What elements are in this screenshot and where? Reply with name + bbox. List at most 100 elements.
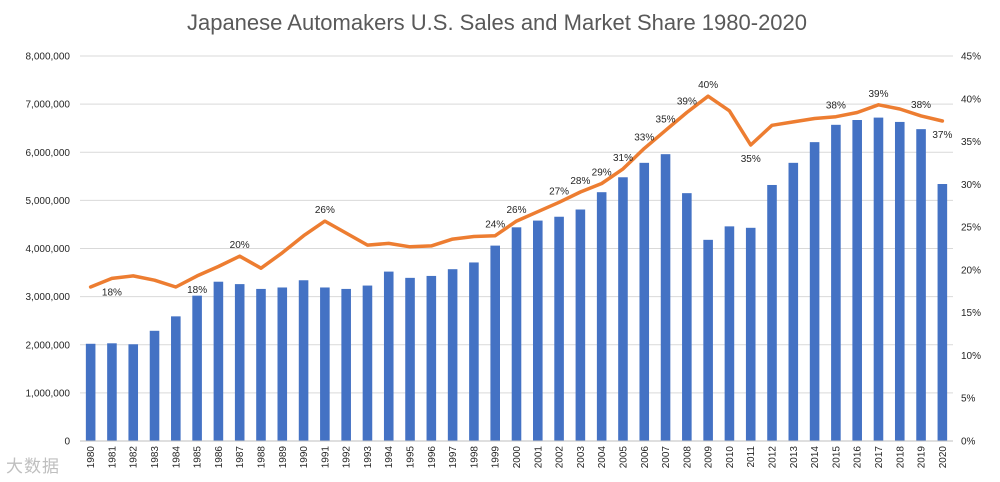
y-right-tick-label: 45% bbox=[961, 52, 981, 63]
share-data-label: 26% bbox=[506, 205, 526, 216]
x-tick-label: 1986 bbox=[214, 446, 225, 469]
y-left-tick-label: 6,000,000 bbox=[26, 148, 71, 159]
sales-bar bbox=[128, 344, 139, 441]
y-left-tick-label: 3,000,000 bbox=[26, 292, 71, 303]
x-tick-label: 1984 bbox=[171, 446, 182, 469]
x-tick-label: 2006 bbox=[640, 446, 651, 469]
x-tick-label: 2010 bbox=[725, 446, 736, 469]
share-data-label: 18% bbox=[187, 285, 207, 296]
sales-bar bbox=[916, 129, 926, 441]
y-right-tick-label: 15% bbox=[961, 308, 981, 319]
share-data-label: 38% bbox=[911, 100, 931, 111]
x-tick-label: 2008 bbox=[682, 446, 693, 469]
sales-bar bbox=[426, 275, 437, 441]
sales-bar bbox=[788, 162, 799, 441]
sales-bars bbox=[85, 117, 948, 442]
sales-bar bbox=[596, 192, 607, 441]
sales-bar bbox=[213, 281, 224, 441]
share-data-label: 28% bbox=[570, 176, 590, 187]
x-tick-label: 2015 bbox=[831, 446, 842, 469]
y-right-tick-label: 40% bbox=[961, 94, 981, 105]
x-tick-label: 1983 bbox=[150, 446, 161, 469]
sales-bar bbox=[724, 226, 735, 441]
x-tick-label: 2009 bbox=[704, 446, 715, 469]
x-tick-label: 2018 bbox=[895, 446, 906, 469]
sales-bar bbox=[405, 277, 415, 441]
x-tick-label: 1990 bbox=[299, 446, 310, 469]
sales-bar bbox=[767, 184, 777, 441]
x-tick-label: 1981 bbox=[107, 446, 118, 469]
x-tick-label: 2001 bbox=[533, 446, 544, 469]
y-left-tick-label: 4,000,000 bbox=[26, 244, 71, 255]
sales-bar bbox=[894, 121, 905, 442]
x-tick-label: 1993 bbox=[363, 446, 374, 469]
share-data-label: 27% bbox=[549, 186, 569, 197]
x-tick-label: 1988 bbox=[256, 446, 267, 469]
sales-bar bbox=[660, 154, 671, 442]
sales-bar bbox=[447, 269, 458, 441]
y-left-tick-label: 8,000,000 bbox=[26, 52, 71, 63]
sales-bar bbox=[852, 120, 862, 441]
sales-bar bbox=[554, 216, 564, 441]
axes: 0 1,000,000 2,000,000 3,000,000 4,000,000 5,0… bbox=[26, 52, 982, 469]
x-tick-label: 2005 bbox=[618, 446, 629, 469]
sales-bar bbox=[469, 262, 479, 441]
x-tick-label: 1992 bbox=[342, 446, 353, 469]
sales-bar bbox=[703, 239, 713, 441]
sales-bar bbox=[639, 162, 650, 441]
share-data-label: 24% bbox=[485, 220, 505, 231]
sales-bar bbox=[171, 316, 181, 441]
share-data-label: 38% bbox=[826, 101, 846, 112]
sales-bar bbox=[192, 295, 202, 441]
share-data-label: 40% bbox=[698, 80, 718, 91]
y-left-tick-label: 5,000,000 bbox=[26, 196, 71, 207]
sales-bar bbox=[362, 285, 373, 441]
share-data-label: 20% bbox=[230, 240, 250, 251]
y-right-tick-label: 35% bbox=[961, 137, 981, 148]
sales-bar bbox=[149, 330, 160, 441]
x-tick-label: 2002 bbox=[555, 446, 566, 469]
x-tick-label: 1980 bbox=[86, 446, 97, 469]
y-left-tick-label: 0 bbox=[64, 437, 70, 448]
x-tick-label: 2003 bbox=[576, 446, 587, 469]
share-data-label: 18% bbox=[102, 287, 122, 298]
share-data-label: 37% bbox=[932, 130, 952, 141]
sales-bar bbox=[745, 227, 756, 441]
x-tick-label: 1985 bbox=[193, 446, 204, 469]
x-tick-label: 1982 bbox=[129, 446, 140, 469]
data-labels: 18% 18%20%26%24%26%27%28%29%31%33%35%39%4… bbox=[102, 80, 953, 298]
share-data-label: 29% bbox=[592, 167, 612, 178]
sales-bar bbox=[85, 343, 96, 441]
y-right-tick-label: 0% bbox=[961, 437, 976, 448]
share-data-label: 33% bbox=[634, 132, 654, 143]
sales-bar bbox=[383, 271, 394, 441]
x-tick-label: 2020 bbox=[938, 446, 949, 469]
sales-bar bbox=[618, 177, 628, 441]
market-share-line-path bbox=[88, 94, 945, 289]
share-data-label: 26% bbox=[315, 205, 335, 216]
sales-bar bbox=[234, 284, 245, 441]
share-data-label: 39% bbox=[677, 96, 697, 107]
x-tick-label: 2016 bbox=[853, 446, 864, 469]
x-tick-label: 2007 bbox=[661, 446, 672, 469]
x-tick-label: 2012 bbox=[768, 446, 779, 469]
y-left-tick-label: 7,000,000 bbox=[26, 100, 71, 111]
x-tick-label: 1991 bbox=[320, 446, 331, 469]
y-right-tick-label: 30% bbox=[961, 180, 981, 191]
x-tick-label: 2011 bbox=[746, 446, 757, 468]
y-right-tick-label: 25% bbox=[961, 223, 981, 234]
sales-bar bbox=[107, 343, 117, 441]
sales-bar bbox=[937, 184, 948, 441]
y-right-tick-label: 10% bbox=[961, 351, 981, 362]
sales-bar bbox=[490, 245, 500, 441]
sales-bar bbox=[320, 287, 330, 441]
chart-title: Japanese Automakers U.S. Sales and Marke… bbox=[187, 10, 807, 35]
x-tick-label: 1989 bbox=[278, 446, 289, 469]
sales-bar bbox=[831, 124, 841, 441]
x-tick-label: 2017 bbox=[874, 446, 885, 469]
x-tick-label: 1996 bbox=[427, 446, 438, 469]
y-left-tick-label: 1,000,000 bbox=[26, 388, 71, 399]
y-right-tick-label: 20% bbox=[961, 265, 981, 276]
x-tick-label: 1987 bbox=[235, 446, 246, 469]
share-data-label: 35% bbox=[656, 114, 676, 125]
